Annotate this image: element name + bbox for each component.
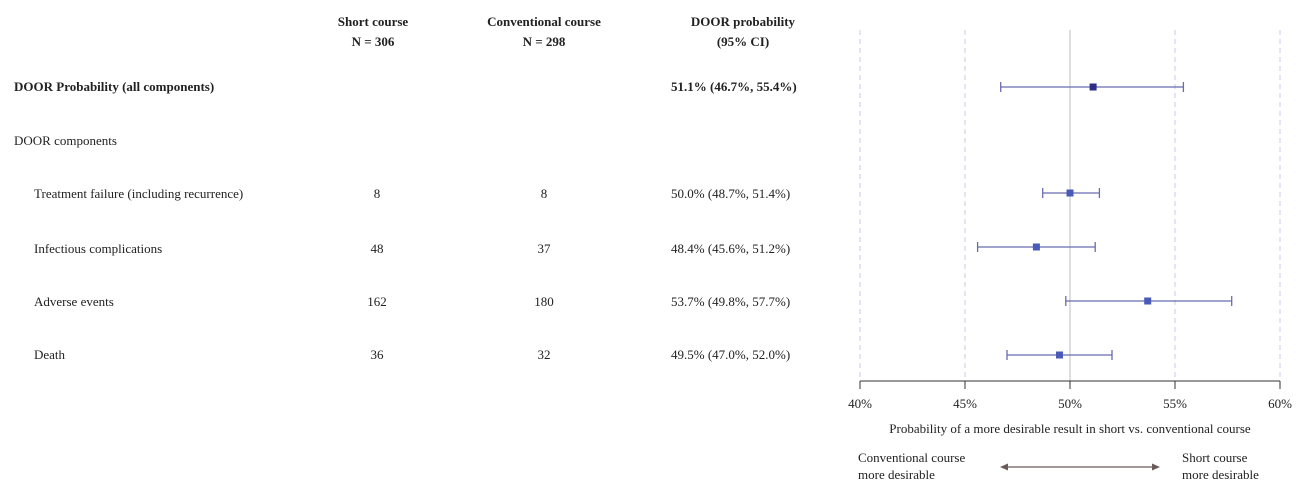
direction-arrow-right-head	[1152, 463, 1160, 471]
row-short-count: 36	[370, 347, 384, 362]
component-estimate	[976, 242, 1096, 252]
row-conventional-count: 180	[534, 294, 554, 309]
point-estimate-marker	[1089, 83, 1097, 91]
direction-right-line1: Short course	[1182, 450, 1248, 465]
axis-layer: 40% 45% 50% 55% 60%	[848, 380, 1292, 411]
direction-arrow-left-head	[1000, 463, 1008, 471]
x-tick-label: 50%	[1058, 396, 1082, 411]
row-short-count: 8	[373, 186, 381, 201]
header-short-n: N = 306	[351, 34, 395, 49]
overall-estimate	[1000, 82, 1185, 92]
marks-layer	[976, 82, 1233, 360]
x-tick-label: 60%	[1268, 396, 1292, 411]
direction-left-line1: Conventional course	[858, 450, 966, 465]
point-estimate-marker	[1066, 189, 1074, 197]
section-label: DOOR components	[14, 133, 117, 148]
row-ci-text: 50.0% (48.7%, 51.4%)	[671, 186, 791, 201]
x-tick-label: 55%	[1163, 396, 1187, 411]
direction-left-label: Conventional course more desirable	[858, 449, 965, 483]
header-short-course: Short course N = 306	[318, 12, 428, 52]
header-conventional-course: Conventional course N = 298	[464, 12, 624, 52]
row-ci-text: 49.5% (47.0%, 52.0%)	[671, 347, 791, 362]
point-estimate-marker	[1032, 243, 1040, 251]
row-label: Adverse events	[34, 294, 114, 309]
row-ci-text: 53.7% (49.8%, 57.7%)	[671, 294, 791, 309]
row-conventional-count: 8	[540, 186, 548, 201]
direction-right-line2: more desirable	[1182, 467, 1259, 482]
header-door-probability: DOOR probability (95% CI)	[670, 12, 816, 52]
row-label: Treatment failure (including recurrence)	[34, 186, 244, 201]
component-estimate	[1042, 188, 1101, 198]
header-short-title: Short course	[337, 14, 409, 29]
x-tick-label: 45%	[953, 396, 977, 411]
row-label: Infectious complications	[34, 241, 163, 256]
row-short-count: 48	[370, 241, 384, 256]
x-tick-label: 40%	[848, 396, 872, 411]
row-ci-text: 48.4% (45.6%, 51.2%)	[671, 241, 791, 256]
row-label: Death	[34, 347, 66, 362]
point-estimate-marker	[1056, 351, 1063, 359]
direction-left-line2: more desirable	[858, 467, 935, 482]
overall-label: DOOR Probability (all components)	[14, 79, 215, 94]
header-door-ci: (95% CI)	[716, 34, 770, 49]
component-estimate	[1065, 296, 1233, 306]
header-conventional-n: N = 298	[522, 34, 566, 49]
overall-ci-text: 51.1% (46.7%, 55.4%)	[671, 79, 797, 94]
x-axis-title: Probability of a more desirable result i…	[889, 421, 1251, 436]
row-short-count: 162	[367, 294, 387, 309]
row-conventional-count: 37	[537, 241, 551, 256]
row-conventional-count: 32	[537, 347, 551, 362]
grid-layer	[859, 30, 1281, 381]
header-door-title: DOOR probability	[690, 14, 796, 29]
header-conventional-title: Conventional course	[487, 14, 601, 29]
direction-right-label: Short course more desirable	[1182, 449, 1259, 483]
point-estimate-marker	[1144, 297, 1152, 305]
component-estimate	[1006, 350, 1113, 360]
